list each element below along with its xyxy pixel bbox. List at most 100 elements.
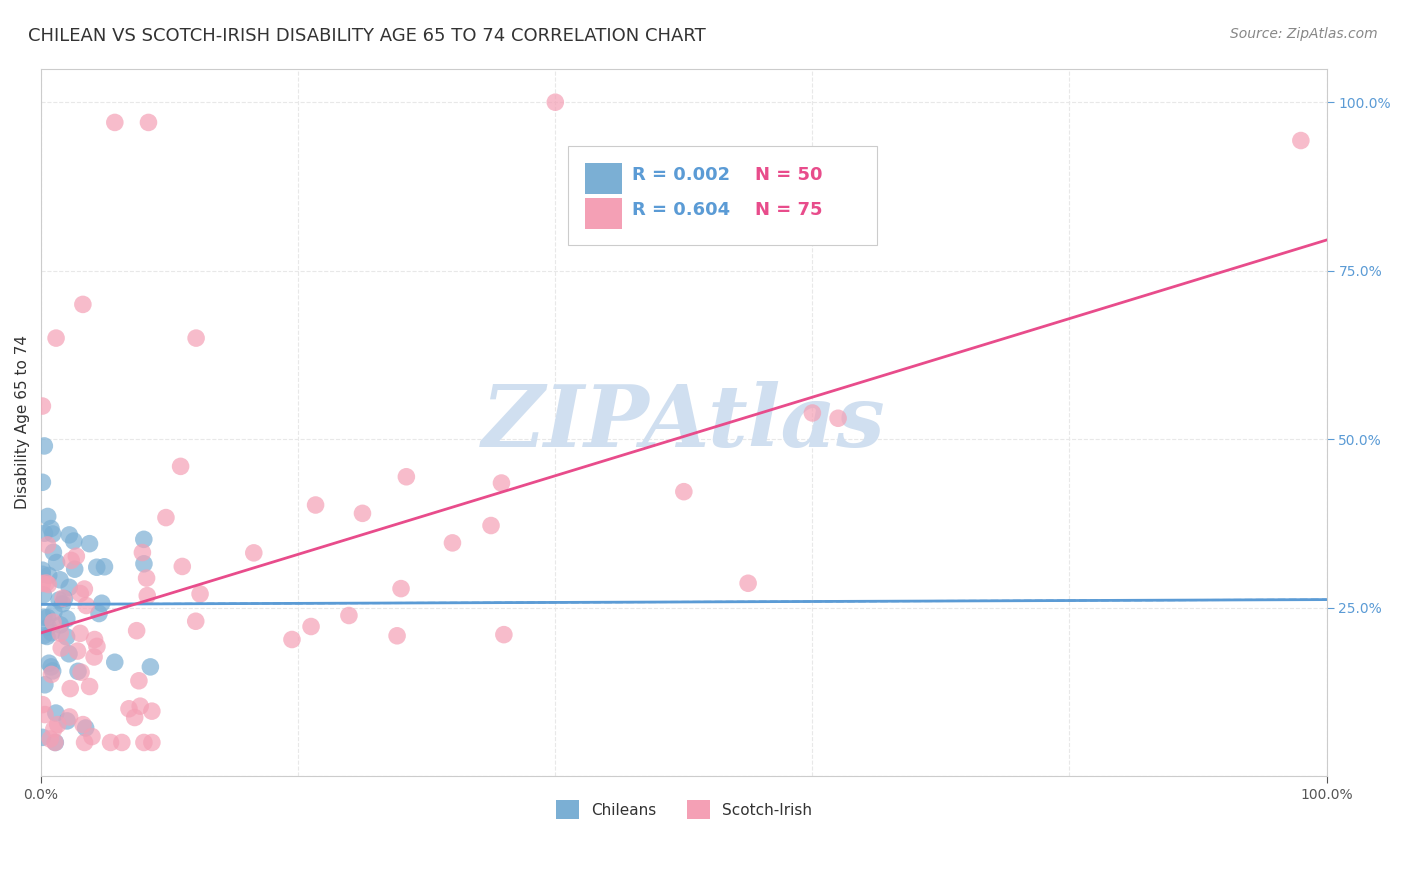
Point: [51, 640, 73, 655]
Point: [299, 619, 322, 633]
Point: [304, 498, 326, 512]
Point: [90, 596, 112, 610]
Point: [41, 625, 63, 640]
Text: R = 0.604: R = 0.604: [633, 201, 731, 219]
Point: [62, 534, 84, 549]
Point: [80, 730, 103, 744]
Point: [39, 731, 62, 746]
Point: [141, 704, 163, 718]
Point: [1289, 134, 1312, 148]
Point: [100, 735, 122, 749]
Point: [37, 538, 59, 552]
Point: [125, 624, 148, 638]
Point: [141, 735, 163, 749]
Point: [37, 509, 59, 524]
Point: [69, 586, 91, 600]
Point: [73, 735, 96, 749]
Point: [75, 599, 97, 613]
Point: [352, 507, 374, 521]
Point: [38, 568, 60, 582]
Point: [129, 699, 152, 714]
Point: [58, 528, 80, 542]
Point: [56, 714, 79, 728]
Point: [79, 536, 101, 550]
Point: [35, 630, 58, 644]
Point: [72, 297, 94, 311]
Point: [136, 589, 159, 603]
Point: [83, 632, 105, 647]
Point: [32, 588, 55, 602]
Point: [492, 627, 515, 641]
Point: [56, 612, 79, 626]
Point: [63, 562, 86, 576]
Point: [111, 735, 134, 749]
Point: [184, 331, 207, 345]
Point: [31, 475, 53, 490]
Point: [69, 626, 91, 640]
Point: [32, 628, 55, 642]
Point: [138, 115, 160, 129]
Point: [58, 580, 80, 594]
Point: [31, 399, 53, 413]
Point: [45, 331, 67, 345]
Point: [737, 576, 759, 591]
Point: [132, 735, 155, 749]
Point: [479, 518, 502, 533]
Point: [395, 469, 418, 483]
Point: [243, 546, 266, 560]
Point: [37, 577, 59, 591]
Point: [169, 459, 191, 474]
Point: [83, 650, 105, 665]
Point: [544, 95, 567, 110]
Point: [86, 640, 108, 654]
Point: [72, 717, 94, 731]
Point: [32, 610, 55, 624]
Point: [139, 660, 162, 674]
Point: [42, 615, 65, 629]
Point: [73, 582, 96, 596]
Point: [172, 559, 194, 574]
Point: [31, 576, 53, 591]
Point: [31, 567, 53, 582]
Text: ZIPAtlas: ZIPAtlas: [482, 381, 886, 464]
Point: [86, 560, 108, 574]
Point: [48, 593, 70, 607]
Point: [104, 115, 127, 129]
Point: [45, 706, 67, 720]
Point: [184, 614, 207, 628]
Point: [44, 735, 66, 749]
Point: [35, 576, 58, 591]
Point: [60, 553, 83, 567]
FancyBboxPatch shape: [568, 146, 877, 245]
Point: [801, 406, 824, 420]
Point: [39, 522, 62, 536]
Point: [67, 665, 90, 679]
Point: [79, 680, 101, 694]
Point: [44, 735, 66, 749]
Point: [34, 526, 56, 541]
Point: [34, 707, 56, 722]
Point: [31, 698, 53, 712]
Point: [49, 618, 72, 632]
Point: [75, 721, 97, 735]
Point: [155, 510, 177, 524]
Point: [132, 557, 155, 571]
Point: [49, 573, 72, 587]
Point: [42, 605, 65, 619]
Point: [104, 655, 127, 669]
Point: [49, 626, 72, 640]
Point: [491, 476, 513, 491]
Point: [42, 545, 65, 559]
Text: N = 75: N = 75: [755, 201, 823, 219]
Point: [55, 630, 77, 644]
Point: [59, 681, 82, 696]
Point: [118, 702, 141, 716]
Point: [827, 411, 849, 425]
Point: [70, 665, 93, 680]
Point: [672, 484, 695, 499]
Point: [41, 527, 63, 541]
Point: [124, 710, 146, 724]
Point: [128, 673, 150, 688]
Point: [39, 660, 62, 674]
Point: [37, 610, 59, 624]
